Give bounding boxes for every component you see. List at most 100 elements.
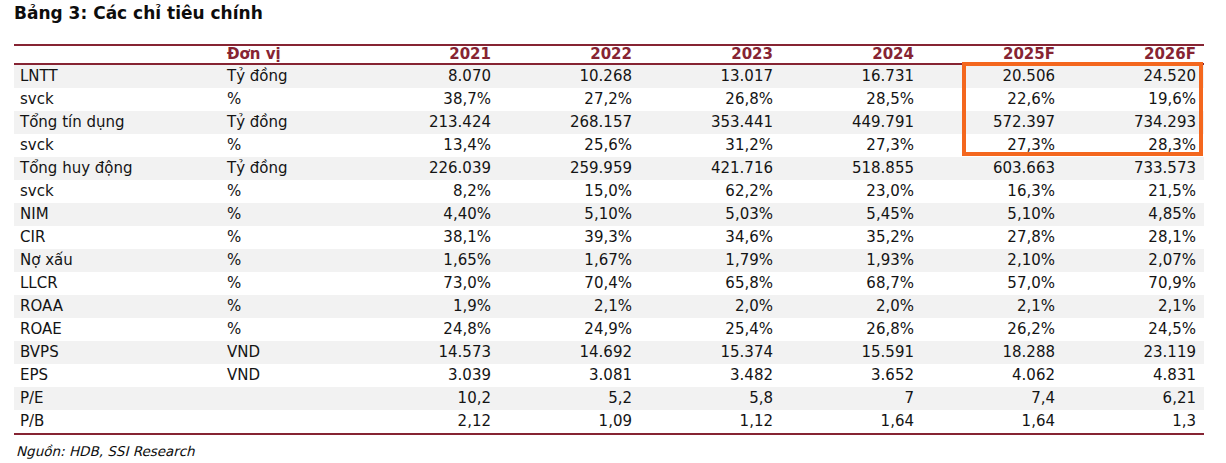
value-cell: 24.520 bbox=[1063, 64, 1204, 88]
value-cell: 27,8% bbox=[922, 226, 1063, 249]
value-cell: 31,2% bbox=[640, 134, 781, 157]
value-cell: 572.397 bbox=[922, 111, 1063, 134]
value-cell: 8,2% bbox=[358, 180, 499, 203]
value-cell: 268.157 bbox=[499, 111, 640, 134]
value-cell: 21,5% bbox=[1063, 180, 1204, 203]
unit-cell: VND bbox=[227, 364, 358, 387]
value-cell: 2,10% bbox=[922, 249, 1063, 272]
value-cell: 5,8 bbox=[640, 387, 781, 410]
value-cell: 1,64 bbox=[922, 410, 1063, 434]
table-header-row: Đơn vị 20212022202320242025F2026F bbox=[14, 45, 1204, 64]
table-row: Nợ xấu%1,65%1,67%1,79%1,93%2,10%2,07% bbox=[14, 249, 1204, 272]
unit-cell: % bbox=[227, 272, 358, 295]
value-cell: 421.716 bbox=[640, 157, 781, 180]
value-cell: 5,03% bbox=[640, 203, 781, 226]
value-cell: 1,9% bbox=[358, 295, 499, 318]
value-cell: 38,1% bbox=[358, 226, 499, 249]
table-row: svck%38,7%27,2%26,8%28,5%22,6%19,6% bbox=[14, 88, 1204, 111]
value-cell: 15.374 bbox=[640, 341, 781, 364]
year-header: 2024 bbox=[781, 45, 922, 64]
indicator-cell: ROAA bbox=[14, 295, 227, 318]
value-cell: 14.573 bbox=[358, 341, 499, 364]
value-cell: 25,4% bbox=[640, 318, 781, 341]
value-cell: 2,1% bbox=[922, 295, 1063, 318]
value-cell: 22,6% bbox=[922, 88, 1063, 111]
value-cell: 27,2% bbox=[499, 88, 640, 111]
year-header: 2021 bbox=[358, 45, 499, 64]
value-cell: 353.441 bbox=[640, 111, 781, 134]
indicator-cell: Nợ xấu bbox=[14, 249, 227, 272]
unit-cell: % bbox=[227, 203, 358, 226]
indicator-cell: LLCR bbox=[14, 272, 227, 295]
value-cell: 24,9% bbox=[499, 318, 640, 341]
value-cell: 213.424 bbox=[358, 111, 499, 134]
unit-cell: % bbox=[227, 226, 358, 249]
value-cell: 25,6% bbox=[499, 134, 640, 157]
indicator-cell: svck bbox=[14, 134, 227, 157]
table-row: svck%13,4%25,6%31,2%27,3%27,3%28,3% bbox=[14, 134, 1204, 157]
value-cell: 518.855 bbox=[781, 157, 922, 180]
indicator-cell: svck bbox=[14, 180, 227, 203]
value-cell: 1,67% bbox=[499, 249, 640, 272]
value-cell: 24,5% bbox=[1063, 318, 1204, 341]
value-cell: 20.506 bbox=[922, 64, 1063, 88]
value-cell: 39,3% bbox=[499, 226, 640, 249]
table-row: Tổng huy độngTỷ đồng226.039259.959421.71… bbox=[14, 157, 1204, 180]
value-cell: 226.039 bbox=[358, 157, 499, 180]
financials-table: Đơn vị 20212022202320242025F2026F LNTTTỷ… bbox=[14, 44, 1204, 435]
unit-cell: VND bbox=[227, 341, 358, 364]
value-cell: 23.119 bbox=[1063, 341, 1204, 364]
value-cell: 27,3% bbox=[781, 134, 922, 157]
indicator-cell: P/E bbox=[14, 387, 227, 410]
value-cell: 10,2 bbox=[358, 387, 499, 410]
unit-cell: Tỷ đồng bbox=[227, 157, 358, 180]
table-row: BVPSVND14.57314.69215.37415.59118.28823.… bbox=[14, 341, 1204, 364]
value-cell: 1,64 bbox=[781, 410, 922, 434]
unit-cell: % bbox=[227, 249, 358, 272]
value-cell: 603.663 bbox=[922, 157, 1063, 180]
unit-cell: % bbox=[227, 180, 358, 203]
table-row: LNTTTỷ đồng8.07010.26813.01716.73120.506… bbox=[14, 64, 1204, 88]
value-cell: 3.081 bbox=[499, 364, 640, 387]
value-cell: 34,6% bbox=[640, 226, 781, 249]
value-cell: 1,3 bbox=[1063, 410, 1204, 434]
source-note: Nguồn: HDB, SSI Research bbox=[16, 443, 195, 459]
value-cell: 2,12 bbox=[358, 410, 499, 434]
value-cell: 26,8% bbox=[781, 318, 922, 341]
value-cell: 5,10% bbox=[499, 203, 640, 226]
value-cell: 5,10% bbox=[922, 203, 1063, 226]
value-cell: 70,9% bbox=[1063, 272, 1204, 295]
value-cell: 1,93% bbox=[781, 249, 922, 272]
unit-cell: % bbox=[227, 295, 358, 318]
value-cell: 14.692 bbox=[499, 341, 640, 364]
value-cell: 1,65% bbox=[358, 249, 499, 272]
indicator-cell: BVPS bbox=[14, 341, 227, 364]
value-cell: 3.652 bbox=[781, 364, 922, 387]
value-cell: 27,3% bbox=[922, 134, 1063, 157]
year-header: 2026F bbox=[1063, 45, 1204, 64]
value-cell: 28,3% bbox=[1063, 134, 1204, 157]
table-row: EPSVND3.0393.0813.4823.6524.0624.831 bbox=[14, 364, 1204, 387]
indicator-cell: ROAE bbox=[14, 318, 227, 341]
value-cell: 19,6% bbox=[1063, 88, 1204, 111]
year-header: 2025F bbox=[922, 45, 1063, 64]
indicator-cell: Tổng huy động bbox=[14, 157, 227, 180]
table-row: svck%8,2%15,0%62,2%23,0%16,3%21,5% bbox=[14, 180, 1204, 203]
indicator-cell: P/B bbox=[14, 410, 227, 434]
value-cell: 38,7% bbox=[358, 88, 499, 111]
indicator-cell: EPS bbox=[14, 364, 227, 387]
value-cell: 62,2% bbox=[640, 180, 781, 203]
value-cell: 449.791 bbox=[781, 111, 922, 134]
value-cell: 28,1% bbox=[1063, 226, 1204, 249]
value-cell: 18.288 bbox=[922, 341, 1063, 364]
table-row: P/E10,25,25,877,46,21 bbox=[14, 387, 1204, 410]
value-cell: 6,21 bbox=[1063, 387, 1204, 410]
table-row: NIM%4,40%5,10%5,03%5,45%5,10%4,85% bbox=[14, 203, 1204, 226]
table-row: ROAE%24,8%24,9%25,4%26,8%26,2%24,5% bbox=[14, 318, 1204, 341]
unit-cell: % bbox=[227, 318, 358, 341]
value-cell: 73,0% bbox=[358, 272, 499, 295]
unit-cell: Tỷ đồng bbox=[227, 64, 358, 88]
value-cell: 259.959 bbox=[499, 157, 640, 180]
value-cell: 3.482 bbox=[640, 364, 781, 387]
value-cell: 1,09 bbox=[499, 410, 640, 434]
